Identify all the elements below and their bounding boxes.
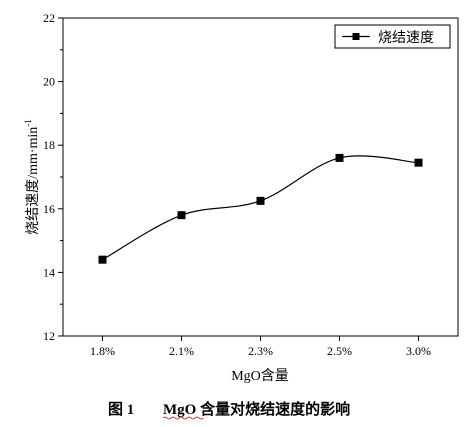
series-line: [102, 155, 419, 261]
y-tick-label: 16: [43, 202, 55, 216]
plot-frame: [62, 17, 459, 337]
y-axis-title-group: 烧结速度/mm·min-1: [23, 119, 41, 235]
y-axis-title-superscript: -1: [23, 119, 33, 127]
y-tick-label: 12: [43, 329, 55, 343]
legend: 烧结速度: [334, 24, 451, 49]
x-axis-ticks: 1.8% 2.1% 2.3% 2.5% 3.0%: [90, 336, 431, 358]
y-tick-label: 20: [43, 75, 55, 89]
legend-box: [334, 24, 451, 49]
data-point-marker: [256, 196, 265, 205]
x-axis-title: MgO含量: [231, 368, 289, 384]
y-tick-label: 14: [43, 265, 55, 279]
x-tick-label: 1.8%: [90, 344, 115, 358]
x-tick-label: 3.0%: [406, 344, 431, 358]
series-layer: [98, 153, 423, 264]
caption-figure-number: 图 1: [108, 401, 134, 418]
legend-label: 烧结速度: [378, 30, 434, 46]
y-tick-label: 22: [43, 11, 55, 25]
data-point-marker: [177, 211, 186, 220]
data-point-marker: [98, 255, 107, 264]
y-axis-title-main: 烧结速度/mm·min: [25, 127, 41, 235]
x-tick-label: 2.5%: [327, 344, 352, 358]
figure-caption: 图 1 MgO 含量对烧结速度的影响: [108, 400, 350, 420]
y-axis-title: 烧结速度/mm·min-1: [23, 119, 41, 235]
data-point-marker: [414, 158, 423, 167]
y-tick-label: 18: [43, 138, 55, 152]
legend-marker: [352, 33, 360, 40]
x-tick-label: 2.3%: [248, 344, 273, 358]
data-point-marker: [335, 153, 344, 162]
x-tick-label: 2.1%: [169, 344, 194, 358]
caption-text: MgO 含量对烧结速度的影响: [163, 400, 350, 418]
y-axis-ticks: 12 14 16 18 20 22: [43, 11, 63, 343]
caption-underline: [162, 416, 204, 420]
